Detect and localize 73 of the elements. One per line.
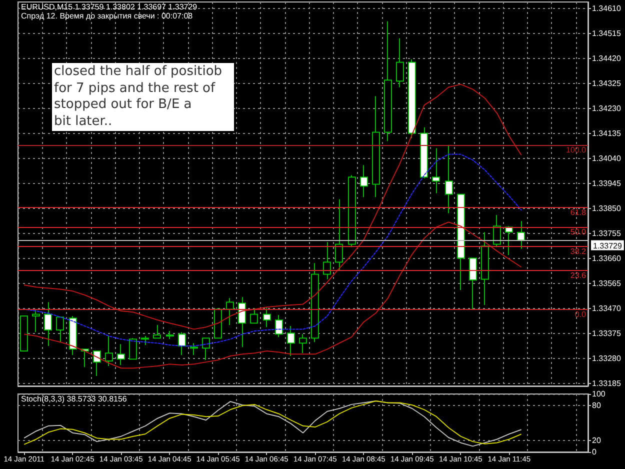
annotation: 23.6 bbox=[570, 271, 587, 280]
candlestick bbox=[493, 214, 501, 248]
annotation: 100.0 bbox=[566, 145, 587, 154]
candlestick bbox=[69, 316, 77, 356]
annotation: closed the half of positiob for 7 pips and the rest of stopped out for B/E a bit later.. bbox=[52, 63, 234, 131]
y-tick-label: 1.33850 bbox=[592, 204, 622, 213]
candlestick bbox=[481, 232, 489, 306]
candlestick bbox=[141, 336, 149, 346]
candlestick bbox=[384, 20, 392, 142]
candlestick bbox=[238, 296, 246, 348]
candlestick bbox=[214, 308, 222, 339]
y-tick-label: 1.34325 bbox=[592, 79, 622, 88]
candlestick bbox=[457, 194, 465, 290]
y-tick-label: 1.34610 bbox=[592, 4, 622, 14]
candlestick bbox=[323, 242, 331, 280]
line-series bbox=[24, 154, 522, 347]
line-series bbox=[24, 222, 522, 369]
candlestick bbox=[153, 324, 161, 339]
candlestick bbox=[311, 262, 319, 343]
candlestick bbox=[226, 298, 234, 326]
y-tick-label: 80 bbox=[592, 401, 602, 410]
y-tick-label: 1.34135 bbox=[592, 129, 622, 138]
annotation: 61.8 bbox=[570, 208, 587, 218]
y-tick-label: 1.34515 bbox=[592, 29, 622, 38]
y-tick-label: 1.33280 bbox=[592, 354, 622, 363]
line-series bbox=[24, 84, 522, 330]
y-tick-label: 1.33660 bbox=[592, 254, 622, 263]
y-tick-label: 1.34040 bbox=[592, 154, 622, 163]
candlestick bbox=[263, 306, 271, 328]
text: Спрэд 12. Время до закрытия свечи : 00:07:08 bbox=[21, 12, 194, 20]
y-tick-label: 1.33185 bbox=[592, 378, 622, 388]
candlestick bbox=[190, 342, 198, 356]
candlestick bbox=[202, 338, 210, 360]
y-tick-label: 0 bbox=[592, 448, 597, 456]
candlestick bbox=[275, 314, 283, 338]
candlestick bbox=[348, 174, 356, 248]
candlestick bbox=[360, 164, 368, 198]
candlestick bbox=[445, 144, 453, 214]
y-tick-label: 100 bbox=[592, 390, 606, 398]
candlestick bbox=[287, 326, 295, 357]
candlestick bbox=[166, 330, 174, 340]
y-tick-label: 20 bbox=[592, 436, 602, 445]
y-tick-label: 1.34420 bbox=[592, 54, 622, 64]
y-tick-label: 1.33945 bbox=[592, 178, 622, 188]
candlestick bbox=[396, 38, 404, 88]
candlestick bbox=[517, 220, 525, 250]
candlestick bbox=[20, 316, 28, 352]
candlestick bbox=[56, 316, 64, 343]
candlestick bbox=[335, 198, 343, 271]
y-tick-label: 1.33755 bbox=[592, 228, 622, 238]
candlestick bbox=[178, 332, 186, 356]
candlestick bbox=[44, 302, 52, 347]
annotation: 0.0 bbox=[574, 310, 587, 319]
annotation: 38.2 bbox=[570, 247, 587, 256]
annotation: 50.0 bbox=[570, 228, 587, 237]
y-tick-label: 1.33375 bbox=[592, 328, 622, 338]
y-tick-label: 1.33565 bbox=[592, 278, 622, 288]
candlestick bbox=[117, 344, 125, 366]
candlestick bbox=[408, 58, 416, 139]
ref-line-label: 1.33729 bbox=[593, 241, 622, 250]
chart-title: EURUSD,M15 1.33759 1.33802 1.33697 1.33729 bbox=[21, 2, 198, 12]
candlestick bbox=[420, 126, 428, 179]
y-tick-label: 1.34230 bbox=[592, 104, 622, 114]
chart-title: Stoch(8,3,3) 38.5733 30.8156 bbox=[21, 394, 128, 404]
candlestick bbox=[250, 308, 258, 324]
candlestick bbox=[432, 148, 440, 194]
y-tick-label: 1.33470 bbox=[592, 304, 622, 313]
candlestick bbox=[32, 308, 40, 333]
candlestick bbox=[129, 338, 137, 360]
candlestick bbox=[372, 96, 380, 198]
candlestick bbox=[299, 334, 307, 354]
candlestick bbox=[469, 258, 477, 310]
candlestick bbox=[105, 336, 113, 367]
